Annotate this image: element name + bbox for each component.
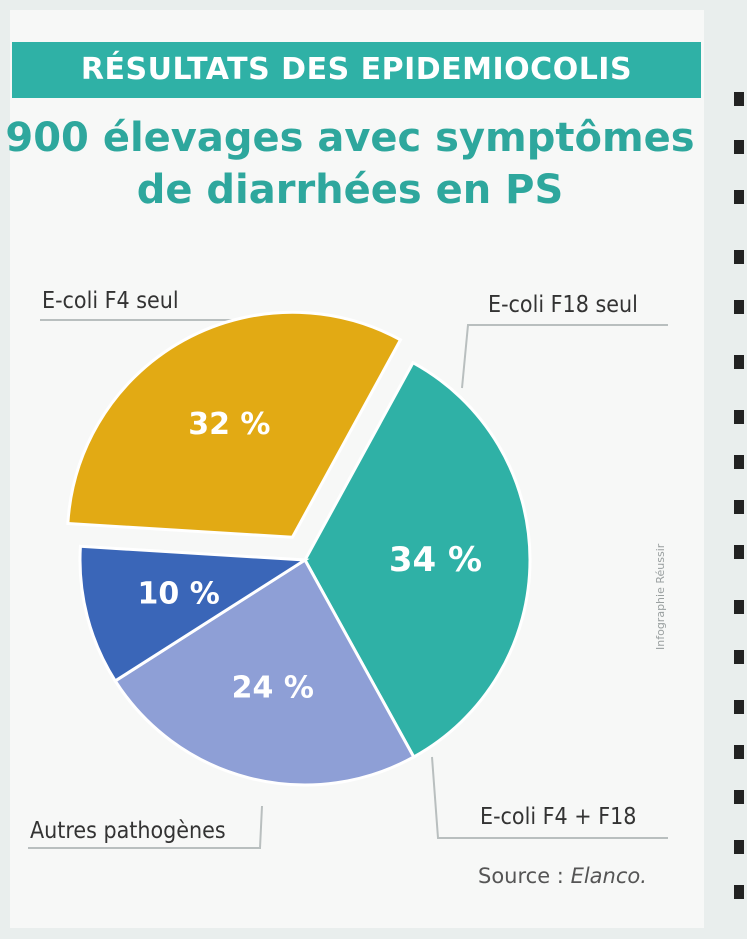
slice-label-f4f18: E-coli F4 + F18 [480,804,637,830]
chart-title-line-1: 900 élevages avec symptômes [5,115,695,161]
chart-title: 900 élevages avec symptômes de diarrhées… [0,112,700,216]
adjacent-column-edge [722,0,747,939]
slice-label-f18: E-coli F18 seul [488,292,638,318]
leader-line-autres [28,805,263,849]
section-banner: RÉSULTATS DES EPIDEMIOCOLIS [12,42,701,98]
leader-line-f18 [461,324,668,389]
chart-title-line-2: de diarrhées en PS [136,167,564,213]
source-name: Elanco. [570,864,647,888]
leader-line-f4f18 [431,756,668,839]
slice-label-autres: Autres pathogènes [30,818,226,844]
slice-label-f4: E-coli F4 seul [42,288,179,314]
source-prefix: Source : [478,864,571,888]
slice-f18-value-label: 24 % [232,670,314,705]
slice-f4-value-label: 34 % [389,540,482,580]
slice-f4f18-value-label: 10 % [138,577,220,612]
slice-autres-value-label: 32 % [188,407,270,442]
slice-autres [66,310,403,539]
slice-f18 [113,557,416,787]
photo-credit: Infographie Réussir [654,543,667,650]
slice-f4 [303,360,532,760]
slice-f4f18 [78,544,310,683]
source-note: Source : Elanco. [478,864,647,888]
